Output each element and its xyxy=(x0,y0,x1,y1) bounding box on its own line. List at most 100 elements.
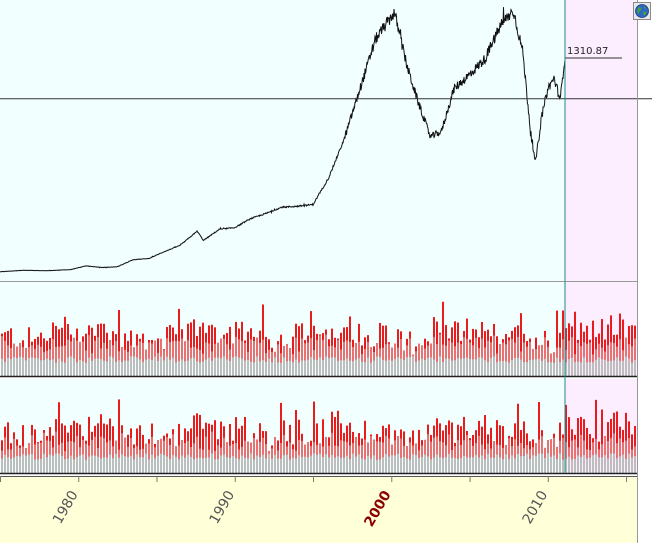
volume-bar-gray xyxy=(22,454,24,473)
volume-bar-pink xyxy=(277,344,279,376)
volume-bar-gray xyxy=(403,360,405,376)
volume-bar-pink xyxy=(634,338,636,376)
volume-bar-pink xyxy=(568,340,570,376)
panel-bg-0 xyxy=(0,0,637,281)
volume-bar-gray xyxy=(598,457,600,473)
volume-bar-pink xyxy=(439,441,441,473)
volume-bar-gray xyxy=(19,456,21,473)
volume-bar-gray xyxy=(472,359,474,376)
volume-bar-gray xyxy=(70,455,72,473)
volume-bar-gray xyxy=(385,360,387,376)
volume-bar-gray xyxy=(508,459,510,473)
volume-bar-red xyxy=(595,399,597,473)
volume-bar-pink xyxy=(169,444,171,473)
volume-bar-pink xyxy=(529,341,531,376)
volume-bar-pink xyxy=(94,340,96,376)
volume-bar-gray xyxy=(82,361,84,376)
volume-bar-gray xyxy=(574,458,576,473)
volume-bar-gray xyxy=(601,359,603,376)
volume-bar-pink xyxy=(76,435,78,473)
volume-bar-pink xyxy=(253,437,255,473)
volume-bar-gray xyxy=(622,360,624,376)
globe-icon[interactable] xyxy=(633,2,651,20)
volume-bar-gray xyxy=(259,457,261,473)
volume-bar-pink xyxy=(577,342,579,376)
volume-bar-pink xyxy=(151,343,153,376)
volume-bar-gray xyxy=(46,457,48,473)
volume-bar-red xyxy=(574,311,576,376)
volume-bar-gray xyxy=(97,358,99,376)
volume-bar-gray xyxy=(613,453,615,473)
volume-bar-pink xyxy=(430,441,432,473)
volume-bar-gray xyxy=(238,357,240,376)
volume-bar-gray xyxy=(193,357,195,376)
volume-bar-gray xyxy=(445,457,447,473)
volume-bar-gray xyxy=(133,356,135,376)
volume-bar-gray xyxy=(160,453,162,473)
volume-bar-gray xyxy=(145,359,147,376)
volume-bar-pink xyxy=(337,339,339,376)
volume-bar-gray xyxy=(145,453,147,473)
volume-bar-gray xyxy=(268,453,270,473)
volume-bar-gray xyxy=(253,362,255,376)
volume-bar-gray xyxy=(505,361,507,376)
volume-bar-gray xyxy=(499,457,501,473)
volume-bar-gray xyxy=(607,361,609,376)
volume-bar-gray xyxy=(379,357,381,376)
volume-bar-gray xyxy=(586,458,588,473)
volume-bar-gray xyxy=(121,454,123,473)
axis-bg xyxy=(0,476,637,543)
volume-bar-gray xyxy=(511,360,513,376)
volume-bar-pink xyxy=(166,437,168,473)
volume-bar-gray xyxy=(526,362,528,376)
volume-bar-gray xyxy=(172,357,174,376)
volume-bar-pink xyxy=(355,436,357,473)
volume-bar-gray xyxy=(463,455,465,473)
volume-panel-2 xyxy=(1,399,636,473)
volume-bar-gray xyxy=(73,459,75,473)
volume-bar-gray xyxy=(247,458,249,473)
volume-bar-gray xyxy=(589,457,591,473)
volume-bar-gray xyxy=(484,459,486,473)
volume-bar-gray xyxy=(205,359,207,376)
volume-bar-gray xyxy=(619,456,621,473)
volume-bar-pink xyxy=(205,342,207,376)
volume-bar-gray xyxy=(154,458,156,473)
volume-bar-gray xyxy=(433,457,435,473)
volume-bar-gray xyxy=(148,459,150,473)
volume-bar-gray xyxy=(454,360,456,376)
volume-bar-pink xyxy=(448,434,450,473)
volume-bar-pink xyxy=(619,438,621,473)
volume-bar-gray xyxy=(532,455,534,473)
volume-bar-gray xyxy=(397,357,399,376)
volume-bar-gray xyxy=(463,358,465,376)
volume-bar-gray xyxy=(571,459,573,473)
volume-bar-gray xyxy=(181,455,183,473)
volume-bar-gray xyxy=(166,456,168,473)
volume-bar-gray xyxy=(580,456,582,473)
volume-bar-gray xyxy=(25,455,27,473)
volume-bar-gray xyxy=(577,361,579,376)
volume-bar-gray xyxy=(328,457,330,473)
volume-bar-pink xyxy=(517,336,519,376)
volume-bar-pink xyxy=(523,342,525,376)
volume-bar-gray xyxy=(187,360,189,376)
volume-bar-gray xyxy=(538,453,540,473)
volume-bar-gray xyxy=(190,358,192,376)
volume-bar-pink xyxy=(259,342,261,376)
volume-bar-gray xyxy=(367,357,369,376)
volume-bar-red xyxy=(484,415,486,473)
volume-bar-gray xyxy=(631,457,633,473)
volume-bar-gray xyxy=(244,457,246,473)
volume-bar-gray xyxy=(82,454,84,473)
volume-bar-gray xyxy=(565,362,567,376)
volume-bar-gray xyxy=(586,362,588,376)
volume-bar-gray xyxy=(316,359,318,376)
volume-bar-gray xyxy=(142,361,144,376)
volume-bar-gray xyxy=(538,358,540,376)
volume-bar-gray xyxy=(85,459,87,473)
volume-bar-gray xyxy=(211,360,213,376)
volume-bar-red xyxy=(538,401,540,473)
volume-bar-gray xyxy=(64,362,66,376)
